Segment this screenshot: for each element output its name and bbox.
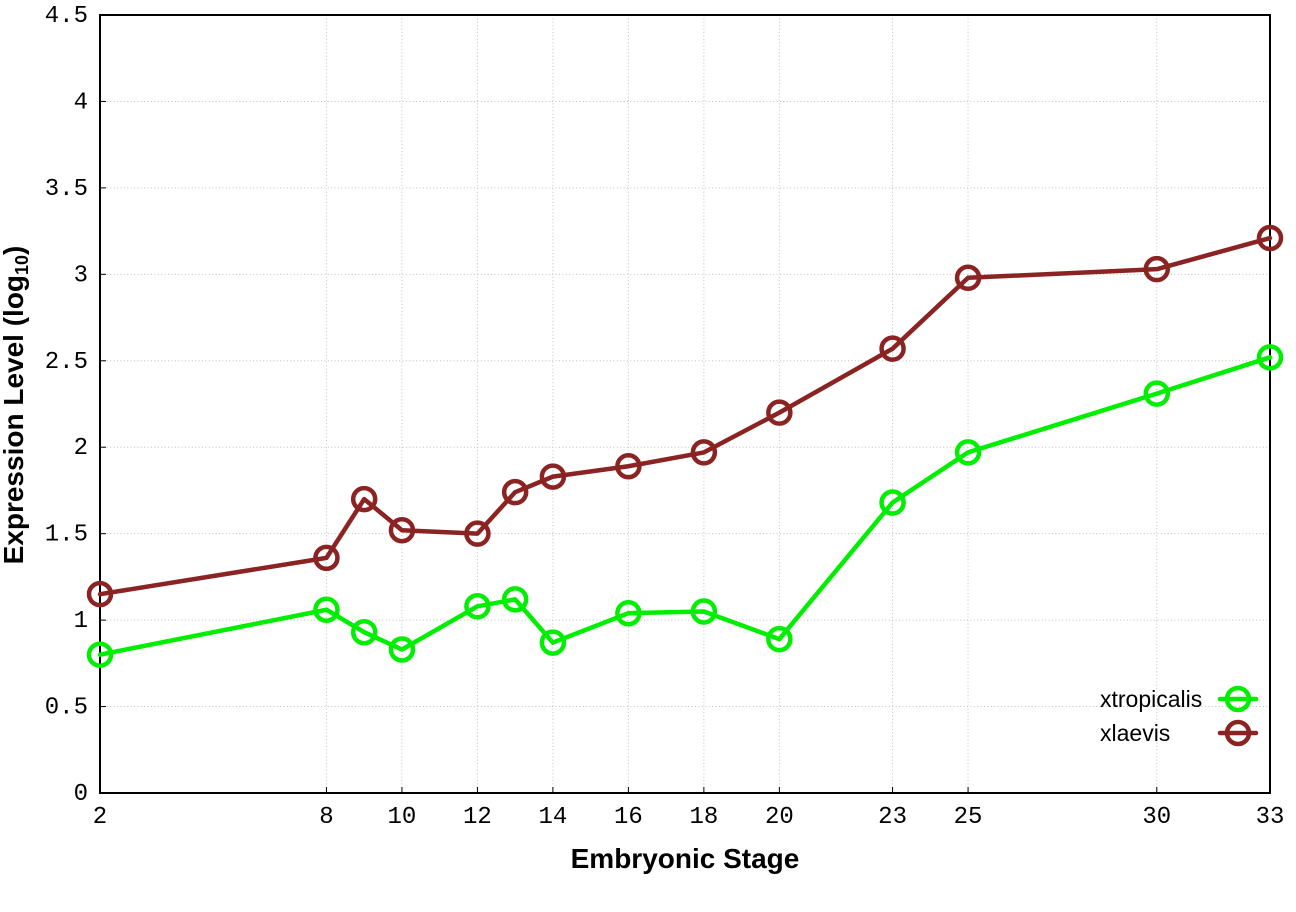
svg-text:Embryonic Stage: Embryonic Stage: [571, 843, 800, 874]
svg-text:Expression Level (log10): Expression Level (log10): [0, 246, 32, 565]
svg-text:30: 30: [1142, 804, 1171, 831]
svg-text:23: 23: [878, 804, 907, 831]
svg-text:4.5: 4.5: [45, 3, 88, 30]
svg-text:10: 10: [388, 804, 417, 831]
svg-text:16: 16: [614, 804, 643, 831]
svg-text:25: 25: [954, 804, 983, 831]
svg-text:3.5: 3.5: [45, 176, 88, 203]
svg-text:0.5: 0.5: [45, 695, 88, 722]
svg-text:2: 2: [74, 435, 88, 462]
svg-text:14: 14: [538, 804, 567, 831]
svg-text:2: 2: [93, 804, 107, 831]
svg-text:18: 18: [689, 804, 718, 831]
svg-text:33: 33: [1256, 804, 1285, 831]
svg-text:12: 12: [463, 804, 492, 831]
svg-text:xtropicalis: xtropicalis: [1100, 686, 1202, 712]
svg-text:0: 0: [74, 781, 88, 808]
svg-text:3: 3: [74, 262, 88, 289]
svg-text:xlaevis: xlaevis: [1100, 720, 1170, 746]
svg-text:4: 4: [74, 89, 88, 116]
svg-text:2.5: 2.5: [45, 349, 88, 376]
svg-text:20: 20: [765, 804, 794, 831]
svg-text:1: 1: [74, 608, 88, 635]
svg-text:1.5: 1.5: [45, 522, 88, 549]
svg-text:8: 8: [319, 804, 333, 831]
